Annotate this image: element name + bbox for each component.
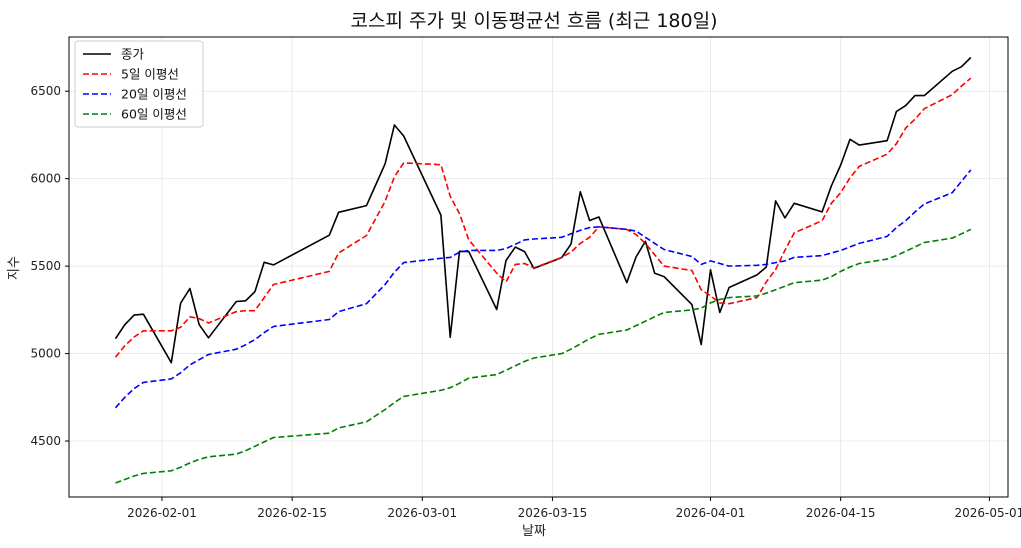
series-group: [114, 56, 972, 484]
legend-label-0: 종가: [121, 47, 145, 62]
legend-label-3: 60일 이평선: [121, 107, 187, 122]
axis-ticks: 4500 5000 5500 6000 6500 2026-02-01 2026-02-15…: [30, 84, 1021, 520]
plot-area-frame: [68, 36, 1009, 498]
chart-title: 코스피 주가 및 이동평균선 흐름 (최근 180일): [350, 10, 717, 32]
series-line-3: [115, 228, 972, 484]
y-tick-label: 4500: [30, 434, 61, 448]
x-tick-label: 2026-05-01: [955, 506, 1021, 520]
x-tick-label: 2026-02-15: [257, 506, 327, 520]
x-axis-label: 날짜: [522, 524, 546, 539]
x-tick-label: 2026-04-01: [676, 506, 746, 520]
y-tick-label: 6000: [30, 172, 61, 186]
legend-label-2: 20일 이평선: [121, 87, 187, 102]
y-tick-label: 6500: [30, 84, 61, 98]
series-line-0: [114, 56, 972, 364]
series-line-1: [114, 77, 972, 358]
x-tick-label: 2026-04-15: [806, 506, 876, 520]
x-tick-label: 2026-03-15: [518, 506, 588, 520]
y-tick-label: 5500: [30, 259, 61, 273]
y-tick-label: 5000: [30, 347, 61, 361]
legend-label-1: 5일 이평선: [121, 67, 179, 82]
x-tick-label: 2026-02-01: [127, 506, 197, 520]
x-tick-label: 2026-03-01: [387, 506, 457, 520]
legend-box: [74, 40, 204, 128]
y-axis-label: 지수: [7, 256, 22, 280]
legend: 종가 5일 이평선 20일 이평선 60일 이평선: [74, 40, 204, 128]
